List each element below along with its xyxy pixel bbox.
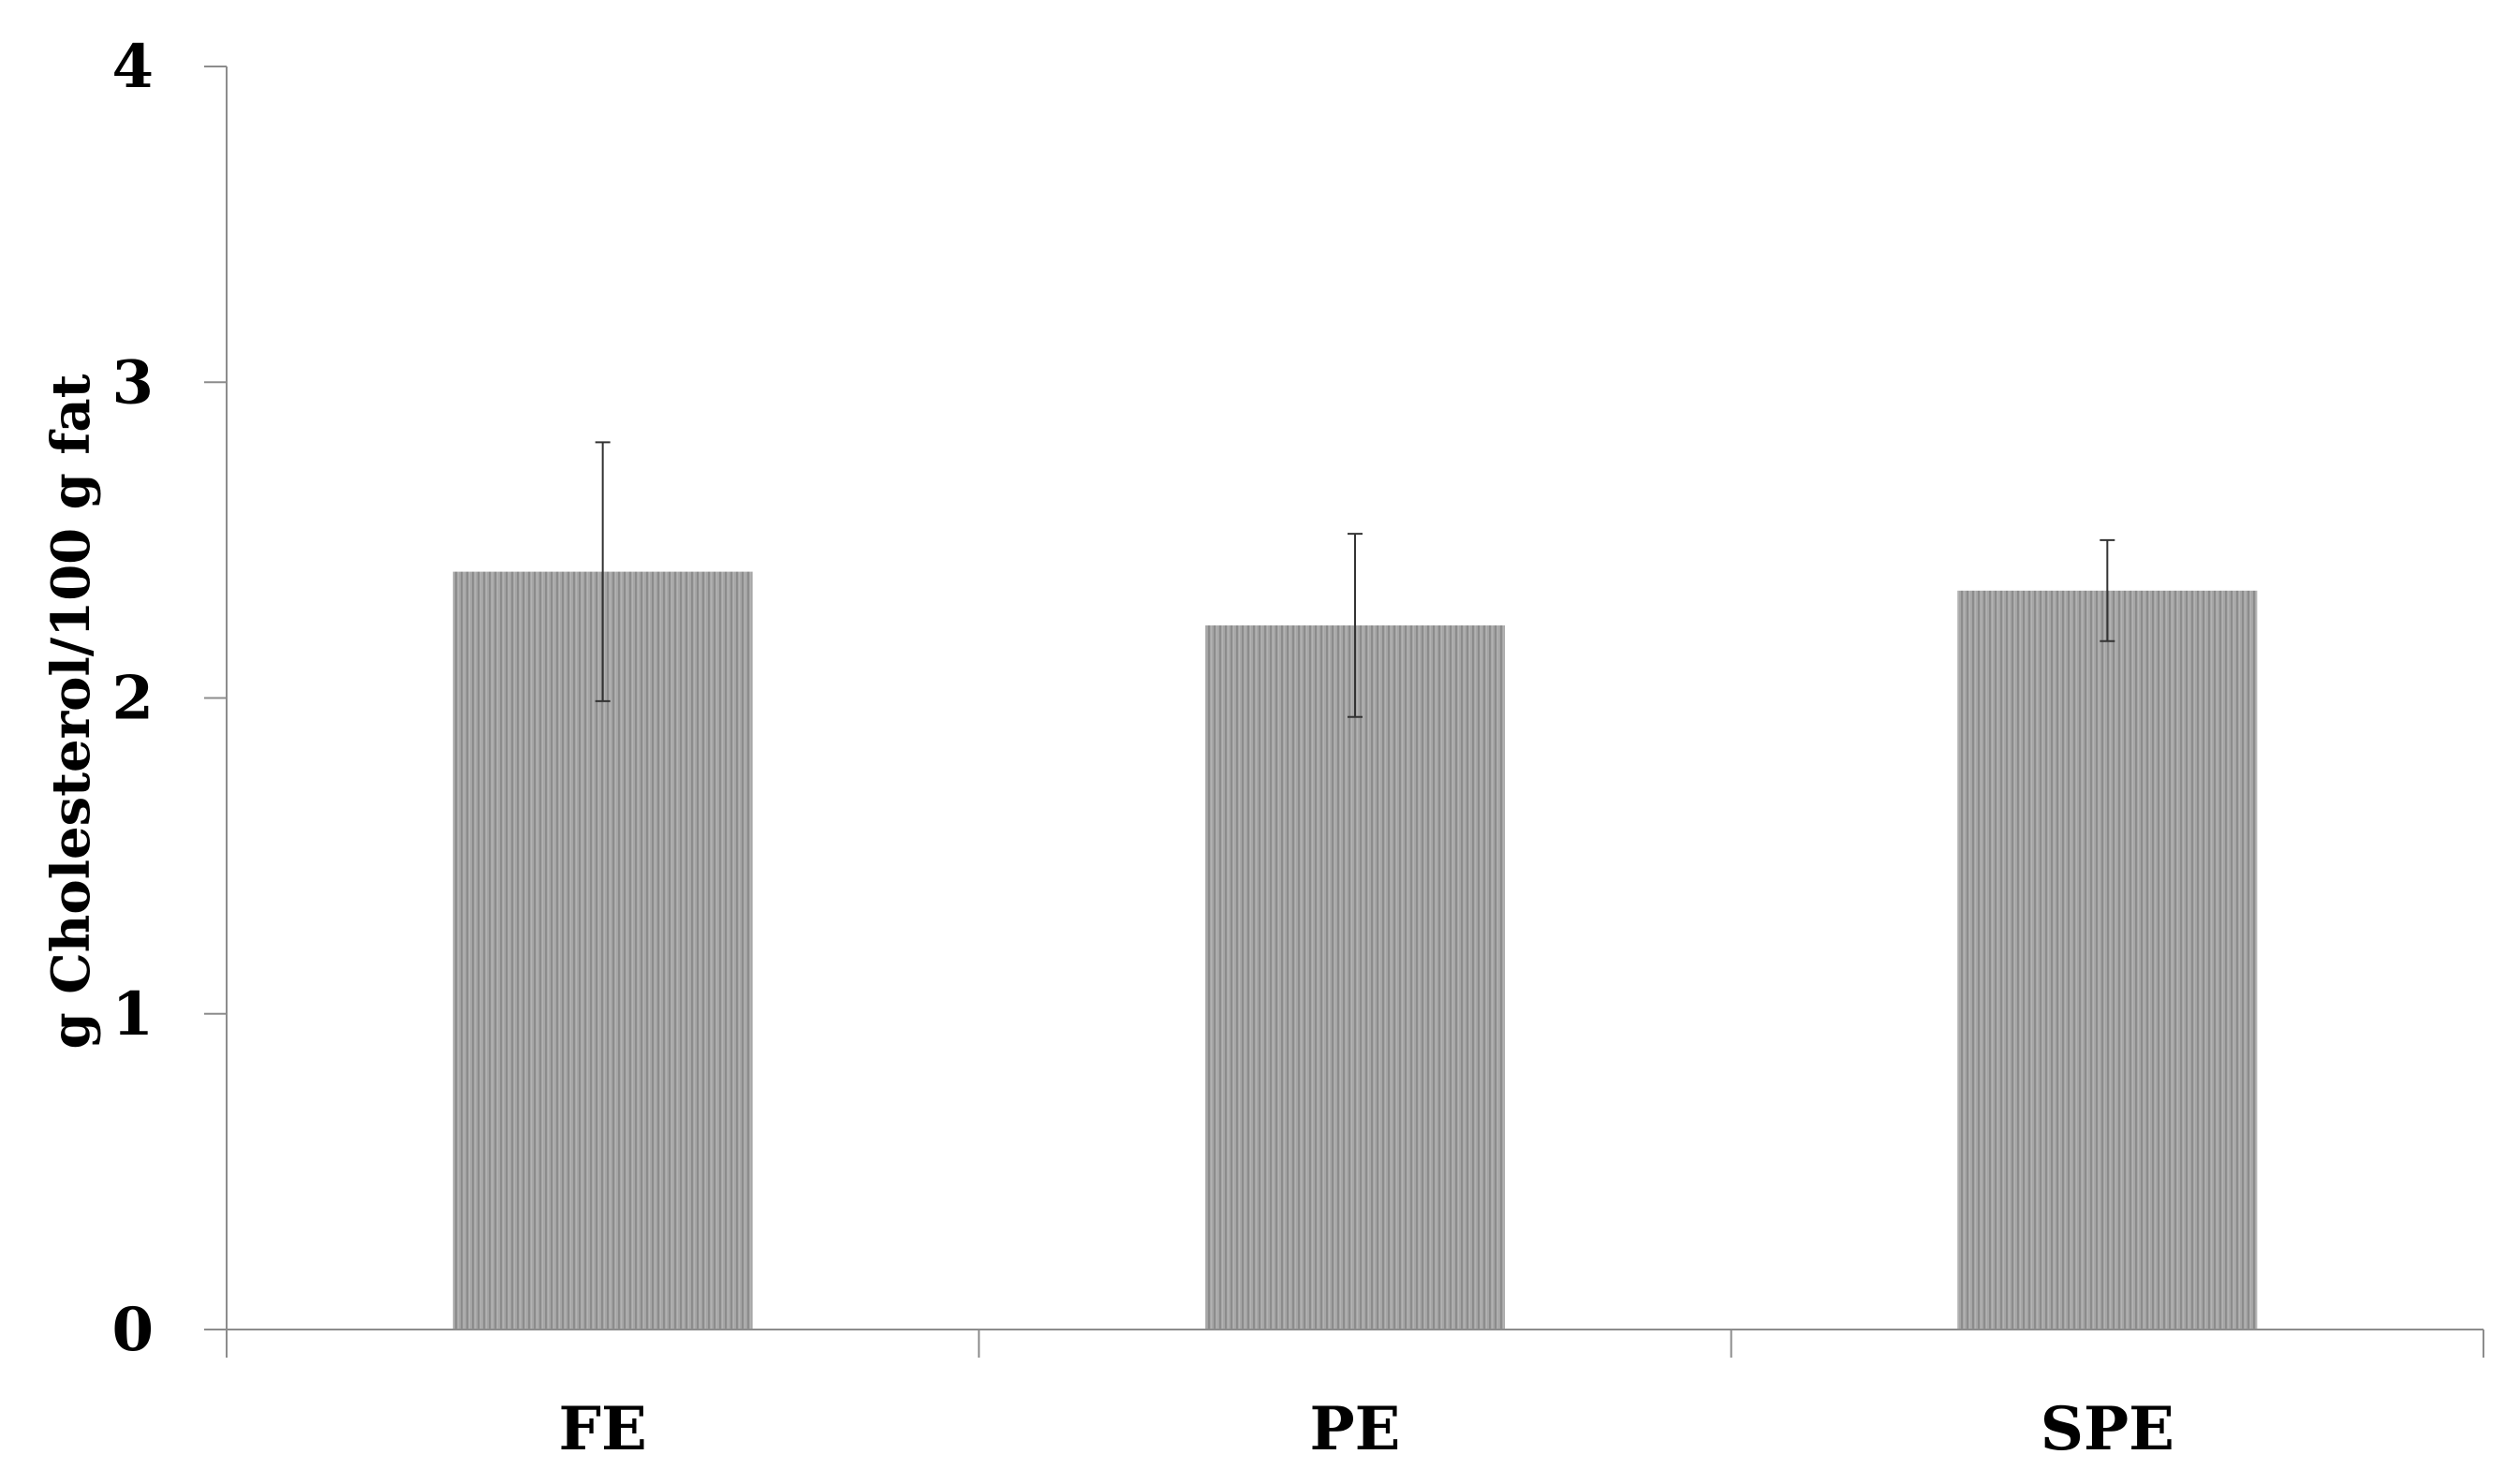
axes-layer <box>204 66 2484 1358</box>
x-tick-label-fe: FE <box>559 1394 647 1464</box>
y-tick-label: 1 <box>111 979 154 1050</box>
labels-layer: 0 1 2 3 4 FE PE SPE <box>111 32 2173 1464</box>
bar-pe <box>1205 624 1505 1330</box>
y-tick-label: 3 <box>111 347 154 418</box>
y-tick-label: 2 <box>111 664 154 734</box>
x-tick-label-spe: SPE <box>2041 1394 2174 1464</box>
bar-spe <box>1957 590 2258 1330</box>
y-tick-label: 4 <box>111 32 154 102</box>
y-axis-title: g Cholesterol/100 g fat <box>40 374 102 1049</box>
y-tick-label: 0 <box>111 1295 154 1365</box>
x-tick-label-pe: PE <box>1310 1394 1401 1464</box>
error-bars-layer <box>595 441 2115 718</box>
